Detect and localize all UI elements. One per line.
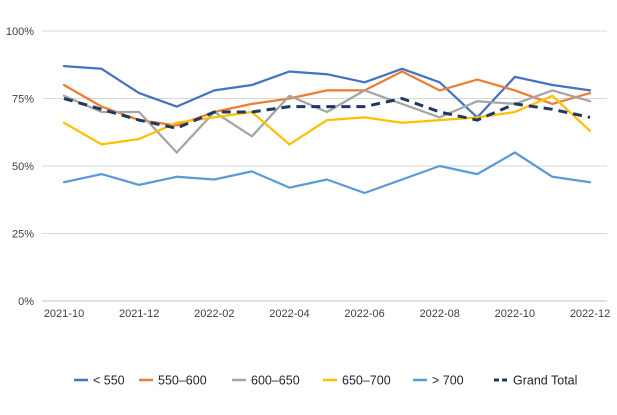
series-line-4 <box>62 151 592 195</box>
series-line-2 <box>62 89 592 154</box>
x-tick-label: 2022-06 <box>344 308 384 320</box>
x-tick-label: 2021-12 <box>119 308 159 320</box>
legend-label: 550–600 <box>158 374 207 388</box>
y-tick-label: 50% <box>12 161 34 173</box>
x-tick-label: 2022-02 <box>194 308 234 320</box>
y-tick-label: 75% <box>12 94 34 106</box>
legend-label: Grand Total <box>513 374 577 388</box>
y-tick-label: 25% <box>12 229 34 241</box>
x-tick-label: 2022-08 <box>420 308 460 320</box>
legend-label: 600–650 <box>251 374 300 388</box>
axes: 0% 25% 50% 75% 100% 2021-10 2021-12 2022-02 2022… <box>6 26 610 320</box>
series-lines <box>62 64 592 195</box>
y-tick-label: 0% <box>18 296 34 308</box>
gridlines <box>42 30 607 302</box>
x-tick-label: 2021-10 <box>44 308 84 320</box>
legend: < 550 550–600 600–650 650–700 > 700 Grand Tot… <box>74 374 577 388</box>
x-tick-label: 2022-04 <box>269 308 309 320</box>
series-line-0 <box>62 64 592 119</box>
x-tick-label: 2022-12 <box>570 308 610 320</box>
x-tick-label: 2022-10 <box>495 308 535 320</box>
series-line-3 <box>62 94 592 146</box>
legend-label: > 700 <box>432 374 464 388</box>
series-line-5 <box>63 97 591 130</box>
legend-label: 650–700 <box>342 374 391 388</box>
legend-label: < 550 <box>93 374 125 388</box>
y-tick-label: 100% <box>6 26 34 38</box>
